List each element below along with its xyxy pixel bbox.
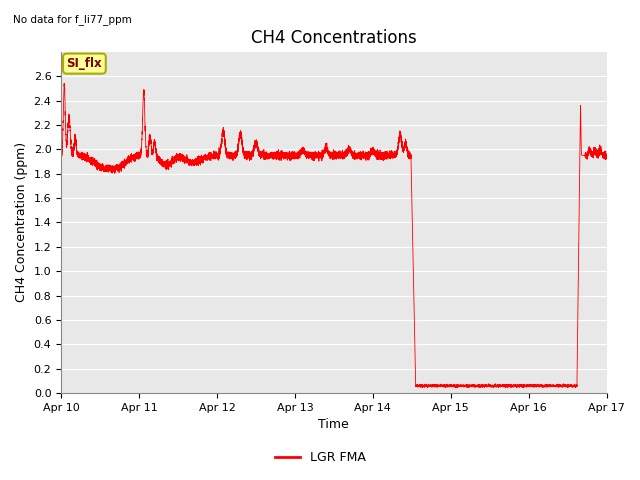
X-axis label: Time: Time bbox=[319, 419, 349, 432]
Text: SI_flx: SI_flx bbox=[67, 57, 102, 70]
Legend: LGR FMA: LGR FMA bbox=[269, 446, 371, 469]
Title: CH4 Concentrations: CH4 Concentrations bbox=[251, 29, 417, 48]
Y-axis label: CH4 Concentration (ppm): CH4 Concentration (ppm) bbox=[15, 143, 28, 302]
Text: No data for f_li77_ppm: No data for f_li77_ppm bbox=[13, 14, 132, 25]
